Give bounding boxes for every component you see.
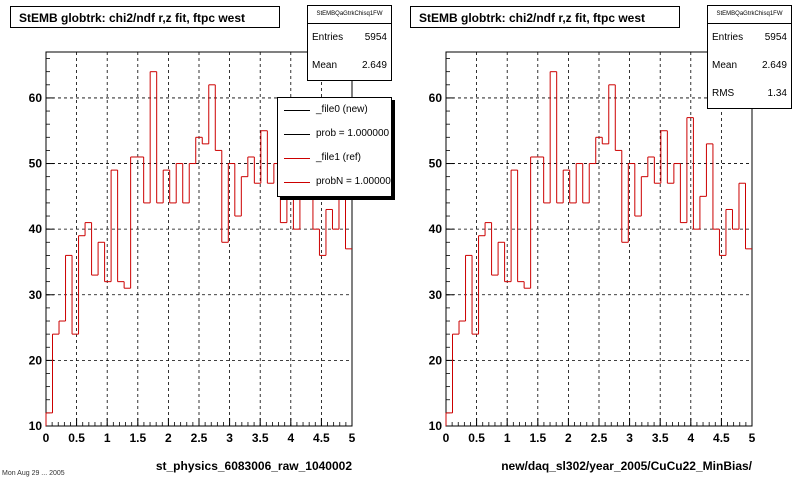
x-axis-label: st_physics_6083006_raw_1040002 — [156, 459, 352, 473]
stats-box-right: StEMBQaGtrkChisq1FW Entries 5954 Mean 2.… — [707, 5, 792, 109]
histogram-panel-left: 0 0.5 1 1.5 2 2.5 3 3.5 4 4.5 5 10 20 30 40 50 60 st_phys… — [10, 5, 392, 473]
stats-mean-label: Mean — [712, 60, 738, 71]
x-tick-label: 2 — [165, 431, 172, 445]
legend-box: _file0 (new) prob = 1.000000 _file1 (ref… — [277, 97, 392, 197]
legend-swatch-probn — [284, 182, 310, 183]
x-tick-label: 1.5 — [529, 431, 546, 445]
stats-rms-value: 1.34 — [767, 88, 787, 99]
y-tick-label: 60 — [29, 91, 43, 105]
stats-name: StEMBQaGtrkChisq1FW — [708, 6, 791, 24]
x-tick-label: 2.5 — [591, 431, 608, 445]
stats-rms-row: RMS 1.34 — [708, 80, 791, 108]
y-tick-label: 10 — [429, 419, 443, 433]
x-tick-label: 5 — [749, 431, 756, 445]
stats-entries-row: Entries 5954 — [708, 24, 791, 52]
x-tick-label: 3.5 — [252, 431, 269, 445]
x-tick-label: 4 — [287, 431, 294, 445]
x-tick-label: 1 — [504, 431, 511, 445]
legend-label-ref: _file1 (ref) — [316, 152, 362, 163]
x-tick-label: 0.5 — [468, 431, 485, 445]
stats-entries-label: Entries — [712, 32, 744, 43]
footer-timestamp: Mon Aug 29 ... 2005 — [2, 470, 65, 477]
x-tick-label: 3 — [226, 431, 233, 445]
stats-mean-label: Mean — [312, 60, 338, 71]
x-tick-label: 4.5 — [713, 431, 730, 445]
legend-entry-ref: _file1 (ref) — [278, 146, 391, 170]
x-tick-label: 3.5 — [652, 431, 669, 445]
stats-mean-row: Mean 2.649 — [308, 52, 391, 80]
x-tick-label: 0 — [443, 431, 450, 445]
legend-entry-probn: probN = 1.000000 — [278, 170, 391, 194]
x-tick-label: 4 — [687, 431, 694, 445]
legend-label-probn: probN = 1.000000 — [316, 176, 392, 187]
stats-mean-row: Mean 2.649 — [708, 52, 791, 80]
y-tick-label: 60 — [429, 91, 443, 105]
stats-mean-value: 2.649 — [761, 60, 787, 71]
legend-swatch-new — [284, 110, 310, 111]
stats-name: StEMBQaGtrkChisq1FW — [308, 6, 391, 24]
y-tick-label: 10 — [29, 419, 43, 433]
legend-label-prob: prob = 1.000000 — [316, 128, 390, 139]
x-tick-label: 1 — [104, 431, 111, 445]
plot-title-right: StEMB globtrk: chi2/ndf r,z fit, ftpc we… — [410, 6, 680, 28]
stats-entries-value: 5954 — [364, 32, 387, 43]
y-tick-label: 30 — [29, 288, 43, 302]
stats-mean-value: 2.649 — [361, 60, 387, 71]
x-tick-label: 2.5 — [191, 431, 208, 445]
x-tick-label: 4.5 — [313, 431, 330, 445]
histogram-plot-right: 0 0.5 1 1.5 2 2.5 3 3.5 4 4.5 5 10 20 30 40 50 60 new/daq… — [429, 51, 756, 473]
histogram-panel-right: 0 0.5 1 1.5 2 2.5 3 3.5 4 4.5 5 10 20 30 40 50 60 new/daq… — [400, 0, 800, 480]
stats-rms-label: RMS — [712, 88, 735, 99]
x-tick-label: 2 — [565, 431, 572, 445]
plot-title-left: StEMB globtrk: chi2/ndf r,z fit, ftpc we… — [10, 6, 280, 28]
x-tick-label: 0 — [43, 431, 50, 445]
y-tick-label: 50 — [429, 157, 443, 171]
legend-label-new: _file0 (new) — [316, 104, 368, 115]
legend-entry-prob: prob = 1.000000 — [278, 122, 391, 146]
y-tick-label: 40 — [29, 222, 43, 236]
stats-box-left: StEMBQaGtrkChisq1FW Entries 5954 Mean 2.… — [307, 5, 392, 81]
stats-entries-value: 5954 — [764, 32, 787, 43]
x-tick-label: 0.5 — [68, 431, 85, 445]
legend-swatch-ref — [284, 158, 310, 159]
stats-entries-row: Entries 5954 — [308, 24, 391, 52]
y-tick-label: 20 — [29, 353, 43, 367]
legend-entry-new: _file0 (new) — [278, 98, 391, 122]
x-tick-label: 1.5 — [129, 431, 146, 445]
x-tick-label: 5 — [349, 431, 356, 445]
x-axis-label: new/daq_sl302/year_2005/CuCu22_MinBias/ — [501, 459, 752, 473]
y-tick-label: 20 — [429, 353, 443, 367]
y-tick-label: 50 — [29, 157, 43, 171]
stats-entries-label: Entries — [312, 32, 344, 43]
x-tick-label: 3 — [626, 431, 633, 445]
legend-swatch-prob — [284, 134, 310, 135]
y-tick-label: 40 — [429, 222, 443, 236]
y-tick-label: 30 — [429, 288, 443, 302]
